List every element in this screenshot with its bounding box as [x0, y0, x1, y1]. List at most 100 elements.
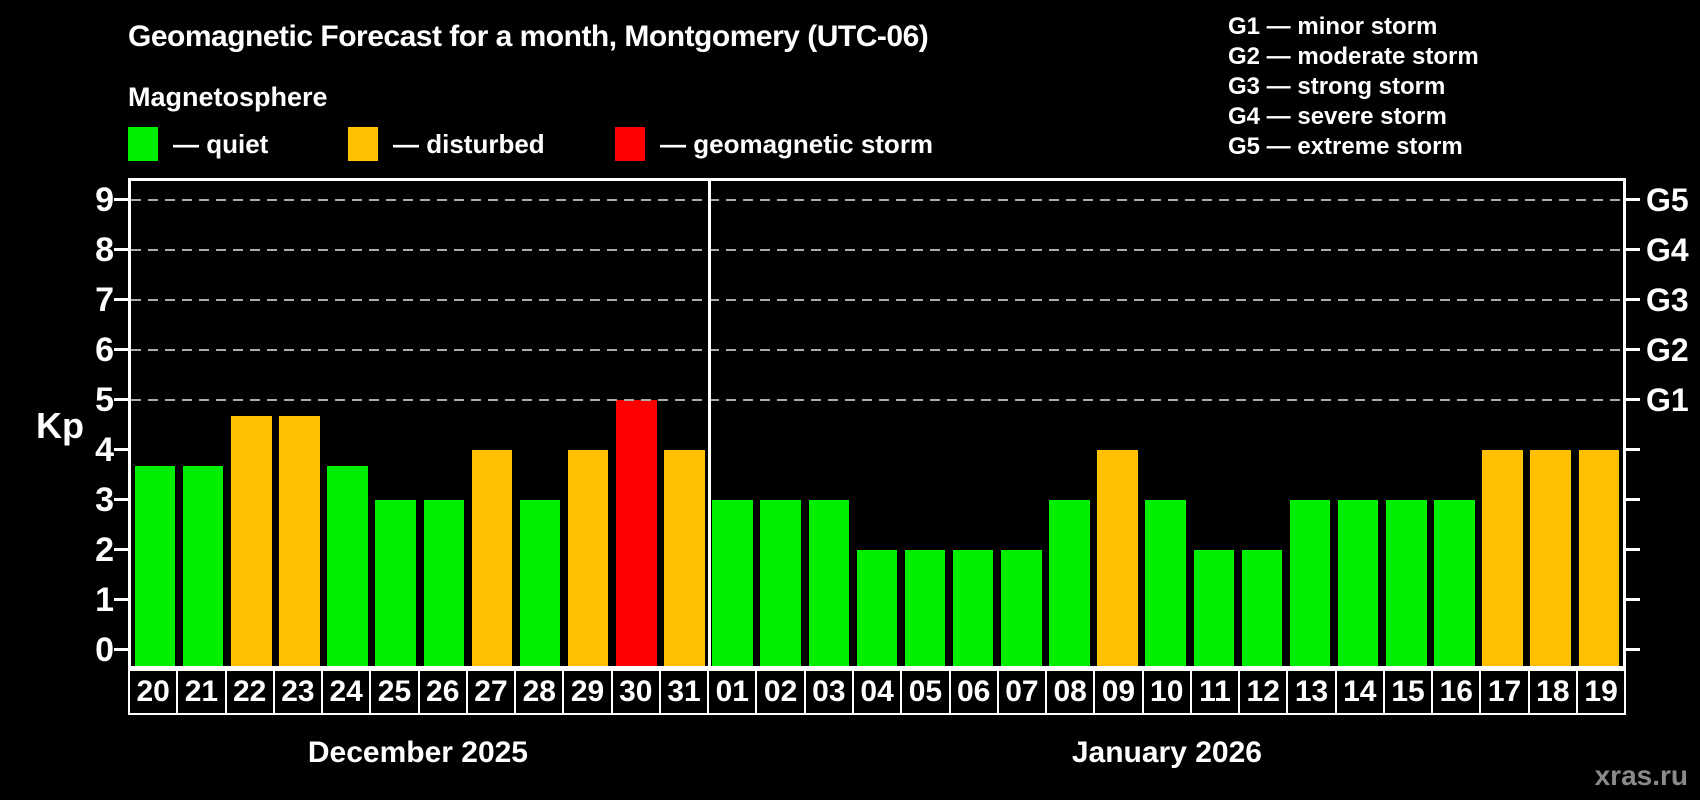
kp-bar-27 [471, 449, 513, 666]
day-cell-02: 02 [755, 669, 806, 715]
day-slot-14 [1334, 181, 1382, 666]
y-tick-right-7 [1626, 298, 1640, 301]
day-slot-30 [612, 181, 660, 666]
legend-label-disturbed: — disturbed [393, 128, 545, 159]
day-slot-12 [1238, 181, 1286, 666]
y-tick-right-1 [1626, 598, 1640, 601]
y-axis-label-7: 7 [95, 280, 114, 319]
day-cell-09: 09 [1093, 669, 1144, 715]
kp-bar-16 [1434, 499, 1475, 666]
day-cell-16: 16 [1431, 669, 1482, 715]
y-axis-title: Kp [36, 405, 84, 446]
kp-bar-02 [760, 499, 801, 666]
bars-container [131, 181, 1623, 666]
g-legend-line-3: G3 — strong storm [1228, 73, 1446, 100]
kp-bar-09 [1097, 449, 1138, 666]
day-cell-13: 13 [1286, 669, 1337, 715]
day-cell-29: 29 [562, 669, 613, 715]
day-slot-06 [949, 181, 997, 666]
chart-subtitle: Magnetosphere [128, 82, 328, 112]
y-axis-label-5: 5 [95, 380, 114, 419]
day-cell-19: 19 [1575, 669, 1627, 715]
y-axis-label-0: 0 [95, 630, 114, 669]
y-tick-left-6 [114, 348, 128, 351]
kp-bar-01 [712, 499, 753, 666]
day-cell-23: 23 [272, 669, 324, 715]
watermark: xras.ru [1594, 760, 1688, 791]
day-cell-04: 04 [851, 669, 903, 715]
kp-bar-12 [1241, 549, 1283, 666]
day-cell-12: 12 [1238, 669, 1289, 715]
disturbed-color-swatch [348, 127, 378, 161]
day-cell-11: 11 [1189, 669, 1241, 715]
legend-item-storm: — geomagnetic storm [615, 126, 933, 162]
day-cell-14: 14 [1334, 669, 1385, 715]
kp-bar-24 [327, 466, 368, 666]
day-slot-11 [1190, 181, 1238, 666]
y-tick-right-3 [1626, 498, 1640, 501]
kp-bar-26 [423, 499, 465, 666]
day-slot-21 [179, 181, 227, 666]
y-tick-left-4 [114, 448, 128, 451]
y-axis-label-3: 3 [95, 480, 114, 519]
kp-bar-04 [856, 549, 898, 666]
kp-bar-20 [134, 466, 176, 666]
kp-bar-21 [182, 466, 224, 666]
day-slot-15 [1382, 181, 1430, 666]
day-slot-24 [324, 181, 372, 666]
day-slot-09 [1094, 181, 1142, 666]
quiet-color-swatch [128, 127, 158, 161]
day-cell-22: 22 [224, 669, 275, 715]
g-legend-line-1: G1 — minor storm [1228, 13, 1438, 40]
day-cell-10: 10 [1141, 669, 1192, 715]
y-tick-right-2 [1626, 548, 1640, 551]
y-tick-left-8 [114, 248, 128, 251]
gridline-kp9 [131, 198, 1623, 201]
y-tick-right-0 [1626, 648, 1640, 651]
day-cell-17: 17 [1479, 669, 1530, 715]
y-axis-label-9: 9 [95, 180, 114, 219]
kp-bar-03 [808, 499, 850, 666]
day-cell-15: 15 [1382, 669, 1434, 715]
day-slot-23 [275, 181, 323, 666]
day-slot-04 [853, 181, 901, 666]
month-divider [707, 181, 711, 666]
y-tick-right-4 [1626, 448, 1640, 451]
day-cell-01: 01 [707, 669, 758, 715]
day-cell-25: 25 [369, 669, 420, 715]
y-tick-right-8 [1626, 248, 1640, 251]
day-cell-31: 31 [658, 669, 710, 715]
day-cell-30: 30 [610, 669, 661, 715]
day-slot-08 [1045, 181, 1093, 666]
day-slot-01 [709, 181, 757, 666]
day-cell-03: 03 [803, 669, 854, 715]
day-slot-22 [227, 181, 275, 666]
gridline-kp8 [131, 248, 1623, 251]
y-tick-right-6 [1626, 348, 1640, 351]
g-scale-legend: G1 — minor storm G2 — moderate storm G3 — … [1228, 12, 1479, 162]
y-axis-label-6: 6 [95, 330, 114, 369]
kp-bar-07 [1001, 549, 1042, 666]
kp-bar-14 [1337, 499, 1379, 666]
day-cell-26: 26 [417, 669, 468, 715]
kp-bar-08 [1049, 499, 1090, 666]
kp-bar-22 [231, 416, 272, 666]
x-axis-day-row: 20 21 22 23 24 25 26 27 28 29 30 31 01 02 03 04 05 06 07 08… [128, 669, 1627, 715]
day-slot-02 [757, 181, 805, 666]
day-slot-26 [420, 181, 468, 666]
kp-bar-13 [1289, 499, 1331, 666]
kp-bar-23 [279, 416, 320, 666]
y-tick-left-9 [114, 198, 128, 201]
chart-title: Geomagnetic Forecast for a month, Montgo… [128, 20, 929, 53]
kp-bar-18 [1530, 449, 1571, 666]
kp-bar-31 [664, 449, 705, 666]
day-cell-28: 28 [514, 669, 565, 715]
day-cell-07: 07 [996, 669, 1048, 715]
day-slot-20 [131, 181, 179, 666]
g-level-label-g1: G1 [1646, 381, 1689, 418]
g-level-label-g3: G3 [1646, 281, 1689, 318]
storm-color-swatch [615, 127, 645, 161]
kp-bar-29 [567, 449, 609, 666]
legend-label-quiet: — quiet [173, 128, 269, 159]
day-slot-16 [1430, 181, 1478, 666]
